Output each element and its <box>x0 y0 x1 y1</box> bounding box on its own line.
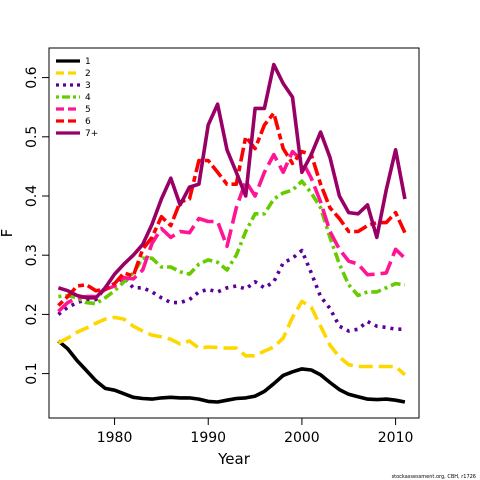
plot-frame <box>48 47 420 419</box>
x-tick-label: 1990 <box>190 430 226 446</box>
y-tick-label: 0.3 <box>24 244 40 266</box>
x-tick-label: 2010 <box>378 430 414 446</box>
x-axis: 1980 1990 2000 2010 <box>97 417 414 446</box>
legend-label: 7+ <box>85 129 98 139</box>
series-line-3 <box>57 248 405 333</box>
legend-label: 3 <box>85 81 91 91</box>
series-line-4 <box>58 179 406 306</box>
y-axis-title: F <box>0 229 16 238</box>
x-tick-label: 1980 <box>97 430 133 446</box>
legend-label: 5 <box>85 105 91 115</box>
series-line-7plus <box>57 62 407 300</box>
legend-label: 2 <box>85 69 91 79</box>
series-line-5 <box>57 149 407 313</box>
series-line-2 <box>57 299 407 377</box>
x-tick-label: 2000 <box>284 430 320 446</box>
y-tick-label: 0.4 <box>24 185 40 207</box>
series-line-1 <box>57 339 406 404</box>
y-tick-label: 0.6 <box>24 66 40 88</box>
y-tick-label: 0.2 <box>24 303 40 325</box>
y-tick-label: 0.5 <box>24 126 40 148</box>
legend-label: 1 <box>85 57 91 67</box>
series-lines <box>57 62 407 404</box>
x-axis-title: Year <box>217 450 251 468</box>
legend-label: 6 <box>85 117 91 127</box>
y-tick-label: 0.1 <box>24 362 40 384</box>
credit-text: stockassessment.org, CBH, r1726 <box>392 474 476 480</box>
series-line-6 <box>57 111 407 307</box>
legend: 1 2 3 4 5 6 7+ <box>56 57 98 139</box>
legend-label: 4 <box>85 93 91 103</box>
y-axis: 0.1 0.2 0.3 0.4 0.5 0.6 <box>24 66 50 385</box>
